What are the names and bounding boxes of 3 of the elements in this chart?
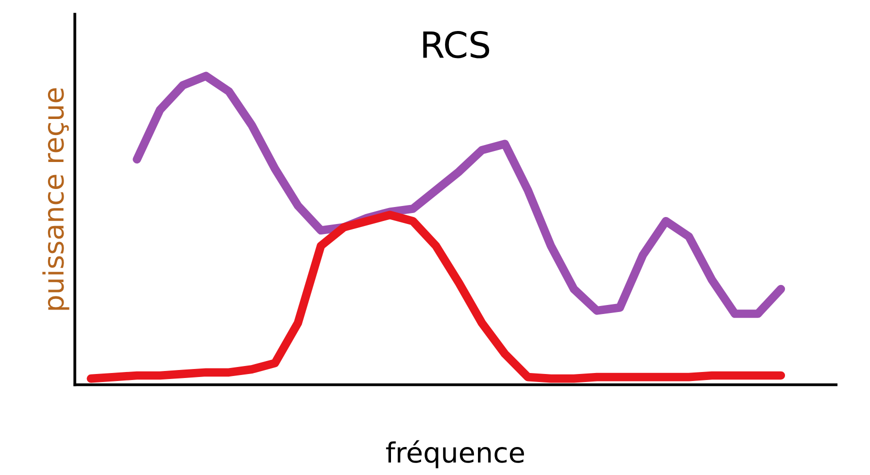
x-axis-title: fréquence [386, 440, 524, 468]
chart-title: RCS [423, 30, 490, 58]
y-axis-title: puissance reçue [42, 88, 70, 310]
